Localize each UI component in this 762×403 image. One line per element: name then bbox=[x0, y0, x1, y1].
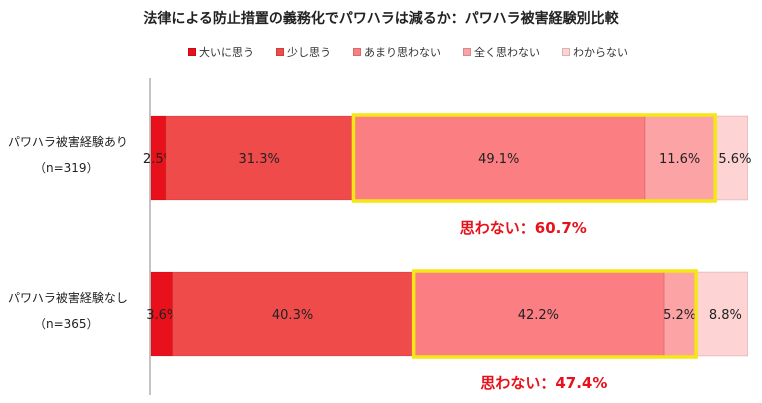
value-label: 42.2% bbox=[518, 308, 559, 323]
chart-title: 法律による防止措置の義務化でパワハラは減るか：パワハラ被害経験別比較 bbox=[143, 11, 619, 27]
callout-label: 思わない：47.4% bbox=[480, 374, 607, 392]
category-label: パワハラ被害経験なし bbox=[8, 290, 128, 305]
value-label: 3.6% bbox=[146, 308, 179, 323]
callout-label: 思わない：60.7% bbox=[460, 219, 587, 237]
category-sublabel: （n=319） bbox=[34, 161, 99, 175]
value-label: 49.1% bbox=[478, 152, 519, 167]
legend-label: わからない bbox=[573, 46, 628, 59]
bar-segment bbox=[352, 115, 646, 201]
legend-label: 全く思わない bbox=[474, 46, 540, 59]
value-label: 40.3% bbox=[272, 308, 313, 323]
bar-segment bbox=[713, 115, 748, 201]
bar-segment bbox=[412, 271, 665, 357]
legend-item-1: 少し思う bbox=[276, 44, 331, 60]
bar-segment bbox=[165, 115, 353, 201]
legend-swatch bbox=[562, 48, 570, 56]
category-sublabel: （n=365） bbox=[34, 317, 99, 331]
value-label: 31.3% bbox=[239, 152, 280, 167]
legend-swatch bbox=[276, 48, 284, 56]
value-label: 5.6% bbox=[718, 152, 751, 167]
highlight-box bbox=[411, 269, 698, 359]
bar-segment bbox=[694, 271, 748, 357]
value-label: 8.8% bbox=[709, 308, 742, 323]
value-label: 5.2% bbox=[663, 308, 696, 323]
legend-item-0: 大いに思う bbox=[188, 44, 254, 60]
legend-item-3: 全く思わない bbox=[463, 44, 540, 60]
value-label: 11.6% bbox=[659, 152, 700, 167]
legend-label: 少し思う bbox=[287, 46, 331, 59]
legend-swatch bbox=[188, 48, 196, 56]
legend-swatch bbox=[353, 48, 361, 56]
highlight-box bbox=[351, 113, 717, 203]
category-label: パワハラ被害経験あり bbox=[8, 134, 128, 149]
chart-legend: 大いに思う 少し思う あまり思わない 全く思わない わからない bbox=[188, 44, 650, 60]
bar-segment bbox=[172, 271, 413, 357]
legend-item-2: あまり思わない bbox=[353, 44, 441, 60]
bar-segment bbox=[644, 115, 715, 201]
legend-item-4: わからない bbox=[562, 44, 628, 60]
legend-label: あまり思わない bbox=[364, 46, 441, 59]
legend-swatch bbox=[463, 48, 471, 56]
legend-label: 大いに思う bbox=[199, 46, 254, 59]
